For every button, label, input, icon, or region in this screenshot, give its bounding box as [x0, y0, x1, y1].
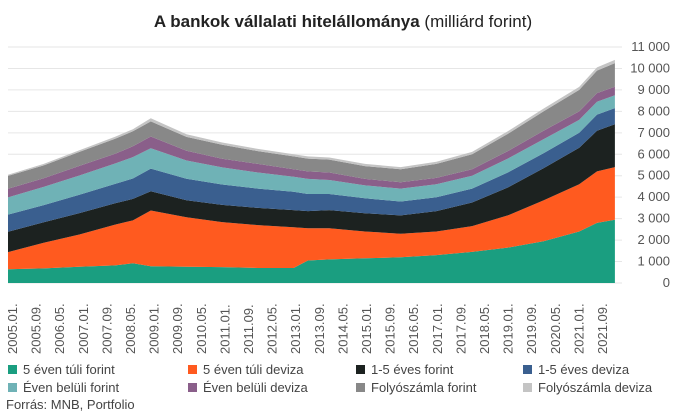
y-tick-label: 1 000 — [637, 254, 670, 269]
legend-swatch — [8, 383, 17, 392]
legend-swatch — [188, 383, 197, 392]
legend-swatch — [523, 383, 532, 392]
legend-label: Folyószámla deviza — [538, 380, 653, 395]
legend-swatch — [356, 383, 365, 392]
legend-label: 5 éven túli forint — [23, 362, 115, 377]
legend-label: 5 éven túli deviza — [203, 362, 304, 377]
area-series-7 — [8, 63, 615, 189]
chart-title: A bankok vállalati hitelállománya (milli… — [0, 12, 686, 32]
legend-item: 1-5 éves deviza — [523, 362, 629, 377]
legend-swatch — [8, 365, 17, 374]
y-tick-label: 9 000 — [637, 82, 670, 97]
x-tick-label: 2015.01. — [359, 303, 374, 354]
legend-label: Éven belüli forint — [23, 380, 120, 395]
area-series-4 — [8, 108, 615, 232]
legend-swatch — [356, 365, 365, 374]
legend-swatch — [523, 365, 532, 374]
area-series-5 — [8, 95, 615, 215]
area-series — [8, 59, 615, 283]
x-tick-label: 2005.01. — [5, 303, 20, 354]
x-tick-label: 2007.01. — [76, 303, 91, 354]
area-series-6 — [8, 86, 615, 198]
x-tick-label: 2015.09. — [383, 303, 398, 354]
x-tick-label: 2021.01. — [571, 303, 586, 354]
x-tick-label: 2017.01. — [430, 303, 445, 354]
x-tick-label: 2019.01. — [501, 303, 516, 354]
x-tick-label: 2013.09. — [312, 303, 327, 354]
legend-label: 1-5 éves forint — [371, 362, 454, 377]
x-tick-label: 2021.09. — [595, 303, 610, 354]
x-tick-label: 2009.01. — [147, 303, 162, 354]
legend-item: 5 éven túli deviza — [188, 362, 303, 377]
x-tick-label: 2020.05. — [548, 303, 563, 354]
area-series-2 — [8, 167, 615, 270]
x-tick-label: 2018.05. — [477, 303, 492, 354]
y-tick-label: 8 000 — [637, 103, 670, 118]
legend-item: 5 éven túli forint — [8, 362, 115, 377]
x-tick-label: 2009.09. — [170, 303, 185, 354]
area-series-3 — [8, 124, 615, 253]
x-tick-label: 2012.05. — [265, 303, 280, 354]
chart-title-main: A bankok vállalati hitelállománya — [153, 12, 420, 31]
legend-item: Éven belüli forint — [8, 380, 119, 395]
area-series-1 — [8, 219, 615, 283]
y-tick-label: 0 — [663, 275, 670, 290]
x-tick-label: 2010.05. — [194, 303, 209, 354]
legend-item: Éven belüli deviza — [188, 380, 308, 395]
x-tick-label: 2011.01. — [217, 304, 232, 354]
x-tick-label: 2016.05. — [406, 303, 421, 354]
legend-swatch — [188, 365, 197, 374]
y-tick-label: 10 000 — [630, 60, 670, 75]
y-tick-label: 6 000 — [637, 146, 670, 161]
legend-item: Folyószámla forint — [356, 380, 476, 395]
legend-label: Folyószámla forint — [371, 380, 477, 395]
source-note: Forrás: MNB, Portfolio — [6, 397, 135, 412]
y-tick-label: 11 000 — [631, 39, 670, 54]
x-tick-label: 2011.09. — [241, 304, 256, 354]
x-tick-label: 2013.01. — [288, 303, 303, 354]
x-tick-label: 2007.09. — [99, 303, 114, 354]
y-axis: 0 1 000 2 000 3 000 4 000 5 000 6 000 7 000 8 00… — [630, 39, 670, 290]
x-tick-label: 2005.09. — [29, 303, 44, 354]
legend-item: Folyószámla deviza — [523, 380, 652, 395]
x-tick-label: 2008.05. — [123, 303, 138, 354]
chart-subtitle: (milliárd forint) — [424, 12, 533, 31]
y-tick-label: 7 000 — [637, 125, 670, 140]
legend-item: 1-5 éves forint — [356, 362, 453, 377]
legend-label: Éven belüli deviza — [203, 380, 308, 395]
legend-label: 1-5 éves deviza — [538, 362, 630, 377]
y-tick-label: 2 000 — [637, 232, 670, 247]
x-tick-label: 2019.09. — [524, 303, 539, 354]
y-tick-label: 3 000 — [637, 211, 670, 226]
y-tick-label: 4 000 — [637, 189, 670, 204]
y-tick-label: 5 000 — [637, 168, 670, 183]
x-axis: 2005.01. 2005.09. 2006.05. 2007.01. 2007.09.… — [5, 303, 610, 354]
x-tick-label: 2017.09. — [453, 303, 468, 354]
x-tick-label: 2006.05. — [52, 303, 67, 354]
x-tick-label: 2014.05. — [335, 303, 350, 354]
